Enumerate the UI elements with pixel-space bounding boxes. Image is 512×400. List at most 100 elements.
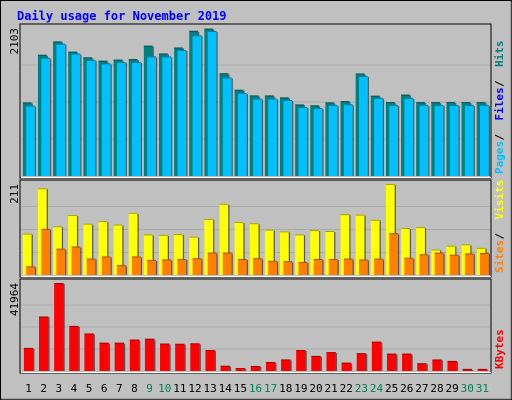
bar-kbytes-day-20 [311,355,322,371]
bar-visits-day-21 [325,231,336,275]
bar-kbytes-day-3 [54,283,65,371]
bar-sites-day-6 [101,256,112,275]
x-label-day-6: 6 [101,382,108,395]
bar-files-day-3 [56,43,67,176]
bar-sites-day-4 [71,246,82,275]
bar-kbytes-day-25 [386,353,398,371]
x-label-day-28: 28 [430,382,443,395]
bar-kbytes-day-22 [341,362,353,371]
bar-visits-day-27 [416,227,427,275]
bar-sites-day-2 [41,228,52,275]
bar-sites-day-22 [343,258,354,275]
bar-sites-day-18 [283,261,294,275]
legend-separator: / [493,134,506,141]
bar-files-day-2 [41,57,52,176]
bar-visits-day-13 [204,218,215,275]
bar-kbytes-day-23 [356,353,368,371]
bar-sites-day-20 [313,259,324,275]
bar-files-day-15 [237,92,248,176]
bar-visits-day-17 [264,229,275,275]
bar-kbytes-day-15 [235,368,247,371]
bar-visits-day-24 [370,219,381,275]
bar-kbytes-day-21 [326,352,338,371]
bar-sites-day-23 [358,259,369,275]
x-label-day-1: 1 [25,382,32,395]
bar-kbytes-day-27 [417,363,428,371]
bar-sites-day-16 [253,258,264,275]
y-max-label-hits: 2103 [8,28,21,55]
chart-panels: 2103 Pages / Files / Hits 211 Sites / Visit… [8,23,506,374]
bar-kbytes-day-12 [190,343,201,371]
x-label-day-20: 20 [309,382,322,395]
bar-kbytes-day-8 [129,339,141,371]
bar-files-day-10 [162,56,173,176]
bar-sites-day-28 [434,252,445,275]
x-label-day-13: 13 [203,382,216,395]
x-label-day-24: 24 [370,382,384,395]
bar-visits-day-10 [158,234,169,275]
bar-kbytes-day-10 [160,343,171,371]
bar-visits-day-9 [143,234,154,275]
x-label-day-2: 2 [40,382,47,395]
x-label-day-19: 19 [294,382,307,395]
bar-files-day-6 [101,63,112,176]
x-label-day-18: 18 [279,382,292,395]
x-label-day-11: 11 [173,382,186,395]
x-label-day-16: 16 [249,382,262,395]
bar-sites-day-26 [404,257,415,275]
bar-sites-day-12 [192,258,203,275]
bar-visits-day-11 [174,234,185,275]
bar-files-day-18 [283,99,294,176]
x-label-day-12: 12 [188,382,201,395]
legend-item-pages: Pages [493,141,506,174]
legend-item-kbytes: KBytes [493,329,506,369]
bar-files-day-1 [26,105,37,176]
bar-visits-day-18 [280,231,290,275]
x-label-day-27: 27 [415,382,428,395]
legend-item-visits: Visits [493,180,506,220]
bar-sites-day-25 [389,233,400,275]
bar-files-day-17 [268,98,279,176]
bar-visits-day-19 [295,234,306,275]
bar-sites-day-3 [56,248,67,275]
legend-hits: Pages / Files / Hits [493,41,506,175]
bar-files-day-9 [147,56,158,176]
legend-visits: Sites / Visits [493,180,506,273]
bar-kbytes-day-9 [144,338,156,371]
bar-kbytes-day-7 [114,342,126,371]
bar-sites-day-5 [86,258,97,275]
bar-kbytes-day-24 [371,341,383,371]
bar-files-day-28 [434,104,445,176]
bar-files-day-26 [404,97,415,176]
bar-files-day-25 [389,104,400,176]
bar-files-day-11 [177,50,188,176]
bar-files-day-31 [480,104,490,176]
x-label-day-21: 21 [325,382,338,395]
legend-item-hits: Hits [493,41,506,68]
x-label-day-15: 15 [234,382,247,395]
bar-files-day-4 [71,53,82,176]
bar-visits-day-16 [249,223,260,275]
x-label-day-17: 17 [264,382,277,395]
bar-visits-day-23 [355,214,366,275]
bar-visits-day-20 [310,230,321,275]
bar-kbytes-day-31 [477,368,489,371]
bar-kbytes-day-26 [402,353,413,371]
bar-files-day-13 [207,31,218,176]
bar-visits-day-8 [128,212,139,275]
bars-kbytes [23,283,489,371]
x-label-day-10: 10 [158,382,171,395]
bar-visits-day-1 [22,233,33,275]
x-label-day-25: 25 [385,382,398,395]
bar-sites-day-19 [298,262,309,275]
legend-item-sites: Sites [493,240,506,273]
x-label-day-4: 4 [71,382,78,395]
bar-visits-day-12 [189,236,200,275]
panel-hits: 2103 Pages / Files / Hits [8,23,506,179]
bar-sites-day-15 [237,259,248,275]
bar-sites-day-10 [162,259,173,275]
bar-visits-day-7 [113,224,124,275]
bar-sites-day-24 [374,258,385,275]
